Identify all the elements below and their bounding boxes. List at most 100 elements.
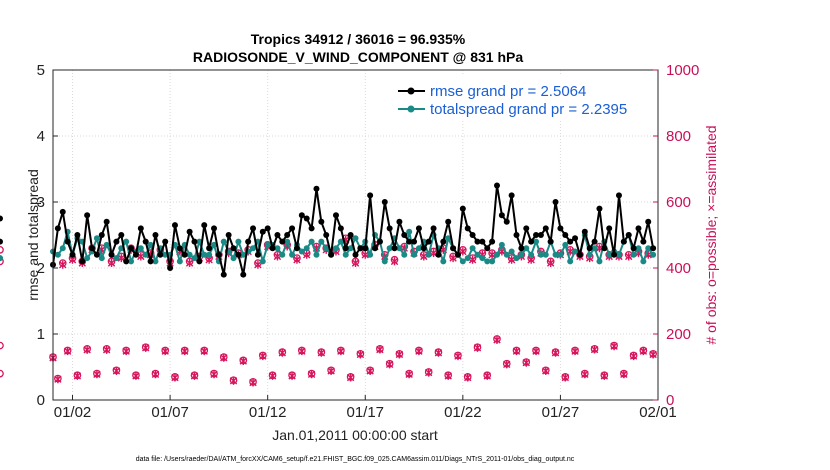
legend-rmse-marker (407, 87, 415, 95)
obs-assimilated-point (185, 259, 194, 268)
rmse-point (557, 225, 564, 232)
obs-assimilated-point (73, 371, 82, 380)
obs-assimilated-point (63, 347, 72, 356)
obs-assimilated-point (298, 347, 306, 356)
rmse-point (513, 232, 520, 238)
spread-point (128, 258, 135, 265)
rmse-point (606, 225, 613, 232)
obs-assimilated-point (142, 343, 150, 352)
rmse-point (508, 192, 515, 199)
rmse-point (367, 192, 374, 199)
rmse-point (342, 245, 349, 252)
obs-assimilated-point (259, 352, 267, 361)
obs-assimilated-point (200, 347, 208, 356)
rmse-point (406, 238, 413, 245)
obs-assimilated-point (546, 259, 555, 268)
obs-assimilated-point (293, 255, 301, 264)
rmse-point (289, 225, 296, 232)
rmse-point (157, 251, 164, 258)
spread-point (596, 258, 603, 265)
rmse-point (528, 238, 535, 245)
y-tick-label: 1 (37, 326, 45, 343)
obs-assimilated-point (268, 371, 277, 380)
rmse-point (591, 238, 598, 245)
rmse-point (167, 265, 174, 271)
obs-assimilated-point (493, 335, 501, 344)
rmse-point (220, 271, 227, 278)
spread-point (586, 251, 593, 258)
y-right-tick-label: 1000 (666, 62, 699, 79)
rmse-point (118, 232, 125, 238)
plot-frame (52, 69, 659, 401)
y-right-tick-label: 800 (666, 128, 691, 145)
spread-point (54, 251, 61, 258)
spread-point (59, 245, 66, 252)
obs-possible-point (0, 246, 4, 254)
obs-assimilated-point (181, 347, 189, 356)
spread-point (606, 251, 613, 258)
spread-point (630, 251, 637, 258)
spread-point (440, 258, 447, 265)
rmse-point (493, 182, 500, 189)
y-right-tick-label: 600 (666, 194, 691, 211)
obs-assimilated-point (376, 345, 384, 354)
x-tick-label: 01/02 (54, 404, 92, 421)
rmse-point (211, 225, 218, 232)
rmse-point (93, 251, 100, 258)
obs-assimilated-point (54, 375, 62, 384)
obs-possible-point (0, 341, 4, 350)
rmse-point (64, 238, 71, 245)
rmse-point (537, 232, 544, 238)
rmse-point (430, 225, 437, 232)
obs-assimilated-point (620, 370, 628, 379)
obs-assimilated-point (434, 348, 443, 357)
rmse-point (196, 258, 203, 265)
x-tick-label: 01/12 (249, 404, 287, 421)
rmse-point (84, 212, 91, 219)
y-tick-label: 5 (37, 62, 45, 79)
spread-point (635, 245, 642, 252)
spread-point (484, 258, 491, 265)
obs-assimilated-point (639, 347, 648, 356)
rmse-point (240, 271, 247, 278)
rmse-point (215, 251, 222, 258)
obs-assimilated-point (649, 350, 657, 359)
rmse-point (533, 232, 540, 238)
spread-point (113, 255, 120, 262)
rmse-point (445, 218, 452, 225)
x-tick-label: 01/27 (542, 404, 580, 421)
rmse-point (576, 251, 583, 258)
spread-point (235, 238, 242, 245)
rmse-point (581, 228, 588, 235)
spread-point (123, 238, 130, 245)
spread-point (567, 258, 574, 265)
rmse-point (298, 212, 305, 219)
x-tick-label: 01/07 (151, 404, 189, 421)
spread-point (0, 255, 3, 262)
rmse-point (391, 245, 398, 252)
rmse-point (176, 245, 183, 252)
rmse-point (552, 199, 559, 205)
rmse-point (171, 222, 178, 229)
obs-assimilated-point (483, 371, 491, 380)
rmse-point (181, 251, 188, 258)
spread-point (406, 228, 413, 235)
rmse-point (620, 238, 627, 245)
spread-point (332, 245, 339, 252)
rmse-point (381, 199, 388, 205)
obs-assimilated-point (610, 342, 618, 351)
rmse-point (586, 245, 593, 252)
spread-point (342, 251, 349, 258)
rmse-point (186, 228, 193, 235)
obs-assimilated-point (102, 345, 111, 354)
obs-assimilated-point (249, 378, 257, 387)
rmse-series-line (52, 184, 655, 276)
rmse-point (79, 258, 86, 265)
rmse-point (313, 185, 320, 192)
y-right-tick-label: 0 (666, 392, 674, 409)
spread-point (537, 251, 544, 258)
rmse-point (650, 245, 657, 252)
spread-point (191, 255, 198, 262)
spread-point (186, 251, 193, 258)
spread-point (137, 245, 144, 252)
